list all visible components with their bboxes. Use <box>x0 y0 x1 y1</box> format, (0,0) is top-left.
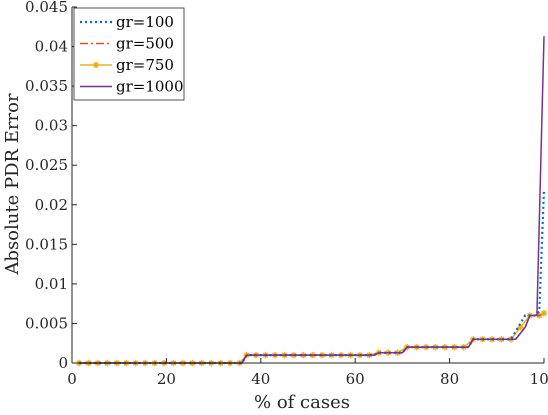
x-tick-label: 80 <box>440 370 459 388</box>
x-tick-label: 20 <box>157 370 176 388</box>
data-point-gr=750 <box>540 309 548 317</box>
legend-label-gr=500: gr=500 <box>116 35 174 53</box>
data-point-gr=750 <box>517 324 524 331</box>
series-line-gr=1000 <box>79 36 545 364</box>
legend-box <box>73 7 185 101</box>
x-axis-label: % of cases <box>254 392 350 413</box>
legend-label-gr=1000: gr=1000 <box>116 78 184 96</box>
y-tick-label: 0 <box>58 354 68 372</box>
y-tick-label: 0.04 <box>35 38 68 56</box>
y-tick-label: 0.025 <box>25 156 68 174</box>
x-tick-label: 0 <box>67 370 77 388</box>
ticks-layer: 0 20 40 60 80 100 0 0.005 0.01 0.015 0.02 0.025 0.03… <box>25 0 548 388</box>
x-tick-label: 100 <box>530 370 548 388</box>
y-axis-label: Absolute PDR Error <box>2 93 23 276</box>
y-tick-label: 0.02 <box>35 196 68 214</box>
legend-label-gr=100: gr=100 <box>116 13 174 31</box>
legend-label-gr=750: gr=750 <box>116 56 174 74</box>
y-tick-label: 0.01 <box>35 275 68 293</box>
y-tick-label: 0.03 <box>35 117 68 135</box>
x-tick-label: 60 <box>346 370 365 388</box>
legend-marker-gr=750 <box>92 61 100 69</box>
legend: gr=100 gr=500 gr=750 gr=1000 <box>73 7 185 101</box>
y-tick-label: 0.035 <box>25 77 68 95</box>
y-tick-label: 0.015 <box>25 235 68 253</box>
x-tick-label: 40 <box>251 370 270 388</box>
y-tick-label: 0.005 <box>25 314 68 332</box>
y-tick-label: 0.045 <box>25 0 68 16</box>
axes-layer <box>71 7 544 364</box>
